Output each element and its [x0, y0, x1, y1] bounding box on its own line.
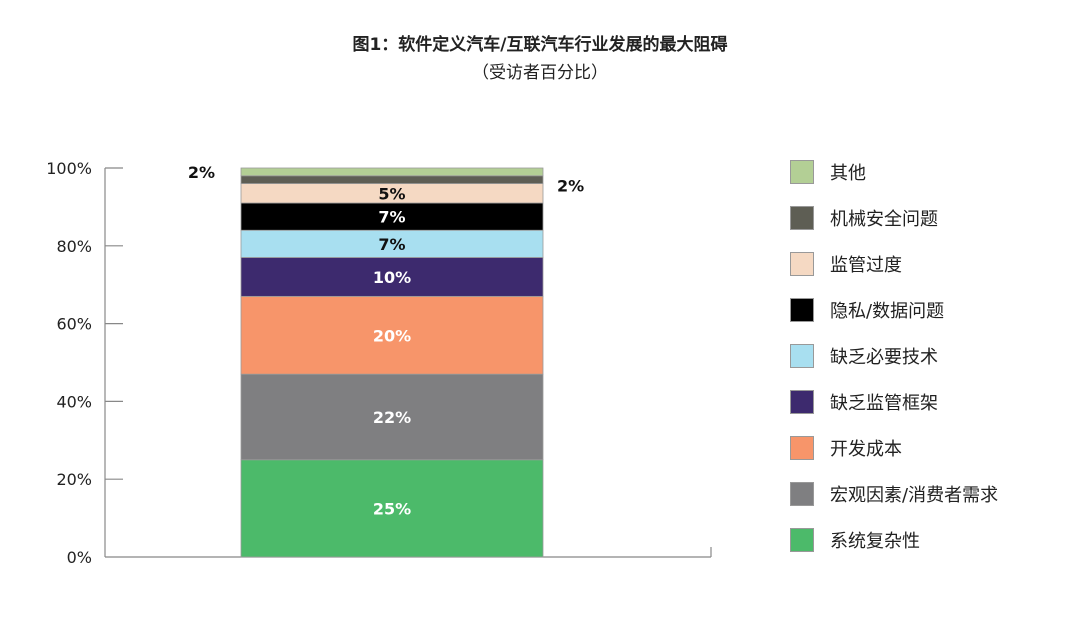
legend-label: 监管过度 — [830, 255, 902, 276]
legend-swatch — [790, 436, 814, 460]
legend-item: 宏观因素/消费者需求 — [790, 482, 998, 506]
legend-label: 开发成本 — [830, 439, 902, 460]
legend-swatch — [790, 390, 814, 414]
bar-segment — [240, 229, 544, 258]
data-label: 10% — [373, 268, 411, 287]
y-tick-label: 80% — [56, 237, 92, 256]
legend-label: 缺乏监管框架 — [830, 393, 938, 414]
bar-segment — [240, 373, 544, 461]
y-tick-label: 40% — [56, 392, 92, 411]
data-label: 2% — [188, 163, 215, 182]
legend-label: 其他 — [830, 163, 866, 184]
data-label: 22% — [373, 408, 411, 427]
y-tick-label: 20% — [56, 470, 92, 489]
legend-label: 系统复杂性 — [830, 531, 920, 552]
y-tick-label: 0% — [67, 548, 92, 567]
data-label: 7% — [378, 208, 405, 227]
bar-segment — [240, 459, 544, 558]
data-label: 20% — [373, 326, 411, 345]
legend-item: 缺乏必要技术 — [790, 344, 938, 368]
legend-item: 开发成本 — [790, 436, 902, 460]
legend-item: 隐私/数据问题 — [790, 298, 944, 322]
legend-item: 缺乏监管框架 — [790, 390, 938, 414]
legend-swatch — [790, 206, 814, 230]
data-label: 2% — [557, 177, 584, 196]
legend-label: 隐私/数据问题 — [830, 301, 945, 322]
legend-label: 机械安全问题 — [830, 209, 938, 230]
legend-swatch — [790, 252, 814, 276]
data-label: 7% — [378, 235, 405, 254]
legend-swatch — [790, 298, 814, 322]
legend-label: 缺乏必要技术 — [830, 347, 938, 368]
y-tick-label: 100% — [46, 159, 92, 178]
bar-segment — [240, 202, 544, 231]
legend-item: 其他 — [790, 160, 866, 184]
y-tick-label: 60% — [56, 315, 92, 334]
bar-segment — [240, 175, 544, 184]
legend-item: 机械安全问题 — [790, 206, 938, 230]
chart-subtitle: （受访者百分比） — [472, 63, 608, 83]
data-label: 25% — [373, 499, 411, 518]
bar-segment — [240, 167, 544, 177]
bar-segment — [240, 295, 544, 375]
legend-swatch — [790, 344, 814, 368]
legend-swatch — [790, 160, 814, 184]
data-label: 5% — [378, 184, 405, 203]
legend-item: 监管过度 — [790, 252, 902, 276]
legend-swatch — [790, 528, 814, 552]
legend-swatch — [790, 482, 814, 506]
bar-segment — [240, 257, 544, 297]
legend-label: 宏观因素/消费者需求 — [830, 485, 999, 506]
legend-item: 系统复杂性 — [790, 528, 920, 552]
chart-title: 图1：软件定义汽车/互联汽车行业发展的最大阻碍 — [352, 35, 728, 55]
